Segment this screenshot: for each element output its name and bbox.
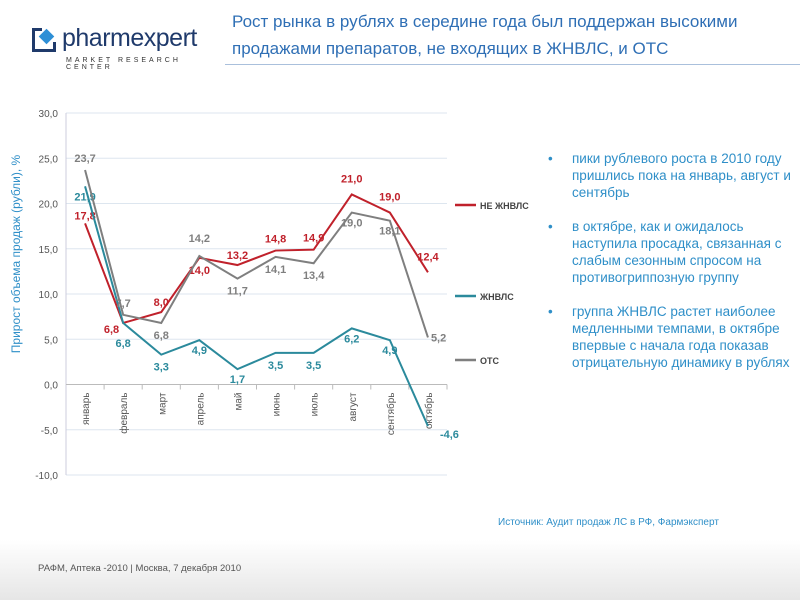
slide-title: Рост рынка в рублях в середине года был … — [232, 12, 738, 58]
legend-label: НЕ ЖНВЛС — [480, 201, 529, 211]
data-label: 11,7 — [227, 286, 248, 298]
data-label: 6,2 — [344, 333, 359, 345]
series-line — [84, 193, 429, 325]
data-label: 14,8 — [265, 234, 286, 246]
data-label: 13,2 — [227, 250, 248, 262]
logo-name: pharmexpert — [62, 24, 197, 52]
bullet-item: группа ЖНВЛС растет наиболее медленными … — [548, 303, 798, 371]
footer-text: РАФМ, Аптека -2010 | Москва, 7 декабря 2… — [38, 563, 242, 574]
line-chart: -10,0 -5,0 0,0 5,0 10,0 15,0 20,0 25,0 30,0 январ… — [9, 109, 529, 482]
y-tick-label: 25,0 — [39, 154, 59, 165]
data-label: 14,0 — [189, 265, 210, 277]
data-label: 14,9 — [303, 233, 324, 245]
bullet-list: пики рублевого роста в 2010 году пришлис… — [548, 150, 798, 388]
legend-label: ОТС — [480, 356, 499, 366]
y-tick-label: 30,0 — [39, 109, 59, 120]
x-tick-label: август — [348, 392, 359, 421]
y-tick-label: 5,0 — [44, 335, 58, 346]
data-label: 3,5 — [268, 360, 283, 372]
bullet-item: в октябре, как и ожидалось наступила про… — [548, 218, 798, 286]
data-label: 14,2 — [189, 233, 210, 245]
x-tick-label: февраль — [118, 393, 130, 434]
data-label: 4,9 — [382, 345, 397, 357]
data-label: 19,0 — [379, 192, 400, 204]
data-label: 12,4 — [417, 251, 439, 263]
data-label: 8,0 — [154, 297, 169, 309]
data-label: 6,8 — [104, 324, 119, 336]
source-note: Источник: Аудит продаж ЛС в РФ, Фармэксп… — [498, 517, 719, 528]
y-tick-label: 15,0 — [39, 245, 59, 256]
series-line — [84, 186, 429, 427]
x-tick-label: сентябрь — [385, 393, 397, 436]
data-label: 1,7 — [230, 374, 245, 386]
y-tick-label: 20,0 — [39, 200, 59, 211]
x-tick-label: апрель — [195, 393, 206, 426]
y-axis-title: Прирост объема продаж (рубли), % — [9, 154, 23, 353]
data-label: 6,8 — [116, 338, 131, 350]
data-label: 18,1 — [379, 226, 400, 238]
footer-band — [0, 540, 800, 600]
x-tick-label: июнь — [272, 393, 283, 417]
y-tick-label: -10,0 — [35, 471, 58, 482]
y-tick-label: -5,0 — [41, 426, 59, 437]
pharmexpert-logo: pharmexpert MARKET RESEARCH CENTER — [32, 24, 212, 71]
data-label: 23,7 — [74, 153, 95, 165]
logo-subtitle: MARKET RESEARCH CENTER — [66, 57, 181, 71]
data-label: 4,9 — [192, 345, 207, 357]
y-tick-label: 0,0 — [44, 381, 58, 392]
title-divider — [225, 64, 800, 65]
logo-mark-icon — [32, 28, 56, 52]
data-label: 19,0 — [341, 218, 362, 230]
data-label: 21,0 — [341, 173, 362, 185]
data-label: 14,1 — [265, 264, 286, 276]
x-tick-label: октябрь — [423, 393, 435, 430]
bullet-item: пики рублевого роста в 2010 году пришлис… — [548, 150, 798, 201]
data-label: 3,3 — [154, 362, 169, 374]
data-label: 6,8 — [154, 330, 169, 342]
legend-label: ЖНВЛС — [479, 292, 514, 302]
data-label: -4,6 — [440, 429, 459, 441]
x-tick-label: март — [157, 392, 168, 415]
data-label: 3,5 — [306, 360, 321, 372]
data-label: 5,2 — [431, 332, 446, 344]
x-tick-label: январь — [81, 393, 92, 425]
data-label: 17,8 — [74, 210, 95, 222]
y-tick-label: 10,0 — [39, 290, 59, 301]
data-label: 21,9 — [74, 191, 95, 203]
data-label: 13,4 — [303, 270, 325, 282]
series-line — [84, 169, 429, 338]
x-tick-label: май — [233, 393, 244, 411]
x-tick-label: июль — [310, 393, 321, 417]
data-label: 7,7 — [116, 298, 131, 310]
